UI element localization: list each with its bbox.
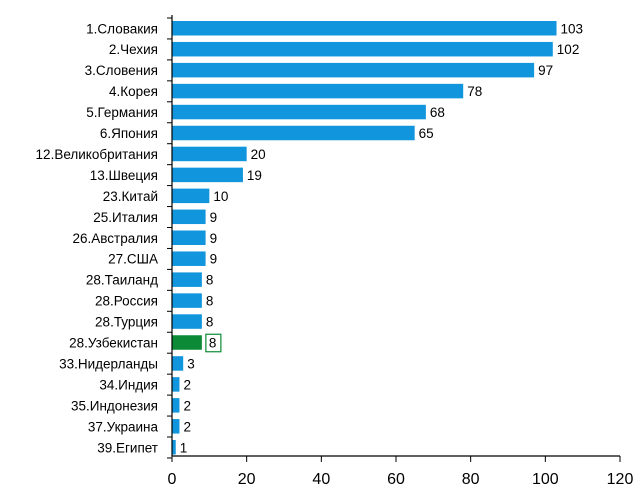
value-label-10: 9	[210, 231, 218, 246]
category-label-6: 12.Великобритания	[36, 147, 158, 162]
value-label-5: 65	[419, 126, 434, 141]
value-label-20: 1	[180, 440, 188, 455]
bar-19	[172, 419, 180, 434]
x-tick-label-1: 20	[238, 471, 256, 488]
bar-9	[172, 209, 206, 225]
bar-12	[172, 272, 202, 287]
highlight-value-box	[205, 333, 222, 353]
bar-8	[172, 188, 210, 204]
value-label-14: 8	[206, 315, 214, 330]
category-label-7: 13.Швеция	[90, 168, 158, 183]
bar-18	[172, 398, 180, 413]
bar-13	[172, 293, 202, 308]
value-label-8: 10	[213, 189, 228, 204]
bar-1	[172, 41, 553, 57]
bar-0	[172, 21, 557, 36]
x-tick-label-3: 60	[387, 471, 405, 488]
x-tick-label-6: 120	[607, 471, 634, 488]
category-label-9: 25.Италия	[93, 210, 158, 225]
value-label-0: 103	[561, 21, 584, 36]
bars-group	[172, 21, 557, 455]
category-label-8: 23.Китай	[103, 189, 158, 204]
category-label-10: 26.Австралия	[73, 231, 158, 246]
x-tick-label-2: 40	[312, 471, 330, 488]
category-label-3: 4.Корея	[109, 84, 158, 99]
bar-2	[172, 62, 535, 78]
value-label-4: 68	[430, 105, 445, 120]
category-label-2: 3.Словения	[85, 63, 158, 78]
value-label-6: 20	[251, 147, 266, 162]
bar-16	[172, 356, 184, 371]
value-label-11: 9	[210, 252, 218, 267]
value-label-7: 19	[247, 168, 262, 183]
bar-15	[172, 335, 202, 350]
category-label-14: 28.Турция	[95, 315, 158, 330]
category-label-18: 35.Индонезия	[71, 398, 158, 413]
value-label-1: 102	[557, 42, 580, 57]
value-label-12: 8	[206, 273, 214, 288]
value-label-17: 2	[183, 377, 191, 392]
bar-14	[172, 314, 202, 329]
x-tick-label-5: 100	[532, 471, 559, 488]
bar-11	[172, 251, 206, 266]
value-label-3: 78	[467, 84, 482, 99]
category-label-12: 28.Таиланд	[86, 273, 158, 288]
bar-3	[172, 83, 464, 99]
value-label-16: 3	[187, 356, 195, 371]
category-label-19: 37.Украина	[88, 419, 159, 434]
value-label-9: 9	[210, 210, 218, 225]
category-label-0: 1.Словакия	[86, 21, 158, 36]
category-label-20: 39.Египет	[97, 440, 158, 455]
axes: 0 20 40 60 80 100 120	[167, 15, 633, 488]
category-labels: 1.Словакия 2.Чехия 3.Словения 4.Корея 5.Герм…	[36, 21, 159, 455]
bar-20	[172, 440, 176, 455]
category-label-1: 2.Чехия	[109, 42, 158, 57]
category-label-4: 5.Германия	[86, 105, 158, 120]
x-tick-label-4: 80	[462, 471, 480, 488]
bar-4	[172, 104, 426, 120]
bar-6	[172, 146, 247, 162]
x-tick-label-0: 0	[168, 471, 177, 488]
bar-10	[172, 230, 206, 245]
bar-17	[172, 377, 180, 392]
value-label-2: 97	[538, 63, 553, 78]
category-label-17: 34.Индия	[99, 377, 158, 392]
value-label-18: 2	[183, 398, 191, 413]
bar-7	[172, 167, 243, 183]
category-label-13: 28.Россия	[95, 294, 158, 309]
bar-5	[172, 125, 415, 141]
category-label-5: 6.Япония	[100, 126, 158, 141]
category-label-16: 33.Нидерланды	[59, 356, 158, 371]
category-label-15: 28.Узбекистан	[69, 336, 158, 351]
category-label-11: 27.США	[108, 252, 158, 267]
value-label-13: 8	[206, 294, 214, 309]
value-label-15: 8	[209, 336, 217, 351]
value-label-19: 2	[183, 419, 191, 434]
